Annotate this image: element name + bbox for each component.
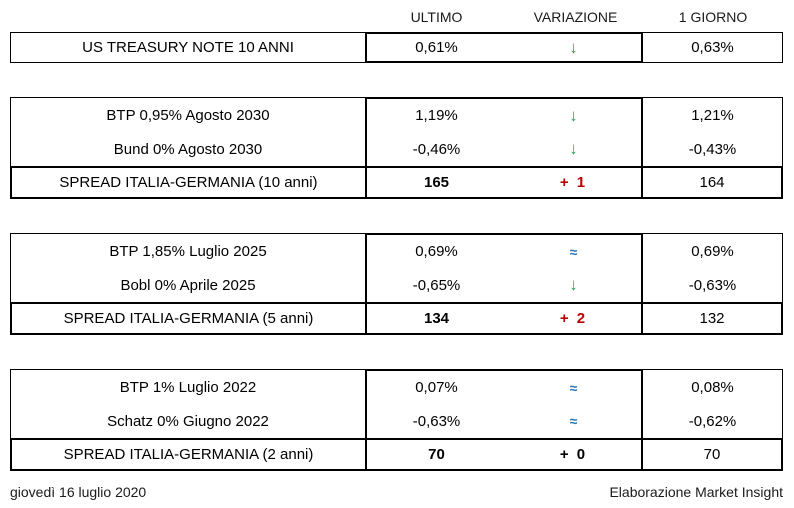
label-cell: BTP 1% Luglio 2022 Schatz 0% Giugno 2022 xyxy=(10,369,365,438)
row-label: Schatz 0% Giugno 2022 xyxy=(107,412,269,430)
header-giorno: 1 GIORNO xyxy=(678,9,748,25)
label-cell: BTP 1,85% Luglio 2025 Bobl 0% Aprile 2025 xyxy=(10,233,365,302)
spread-label-cell: SPREAD ITALIA-GERMANIA (5 anni) xyxy=(10,302,365,335)
values-box: 0,69% -0,65% ≈ ↓ xyxy=(365,233,643,302)
variation-down-icon: ↓ xyxy=(569,139,578,159)
spread-ultimo-value: 165 xyxy=(423,174,450,191)
variazione-column: ≈ ↓ xyxy=(506,235,641,302)
values-box: 1,19% -0,46% ↓ ↓ xyxy=(365,97,643,166)
variation-approx-icon: ≈ xyxy=(569,243,578,260)
values-box: 0,61% ↓ xyxy=(365,32,643,63)
ultimo-column: 1,19% -0,46% xyxy=(367,99,506,166)
label-cell: US TREASURY NOTE 10 ANNI xyxy=(10,32,365,63)
row-label: US TREASURY NOTE 10 ANNI xyxy=(82,39,294,56)
label-cell: BTP 0,95% Agosto 2030 Bund 0% Agosto 2030 xyxy=(10,97,365,166)
spread-label-cell: SPREAD ITALIA-GERMANIA (10 anni) xyxy=(10,166,365,199)
column-headers: ULTIMO VARIAZIONE 1 GIORNO xyxy=(10,8,783,26)
giorno-cell: 0,63% xyxy=(643,32,783,63)
variation-down-icon: ↓ xyxy=(569,37,578,57)
giorno-value: 0,63% xyxy=(691,39,734,56)
row-label: BTP 0,95% Agosto 2030 xyxy=(106,106,270,124)
spread-values-box: 165 + 1 xyxy=(365,166,643,199)
variation-down-icon: ↓ xyxy=(569,105,578,125)
spread-label: SPREAD ITALIA-GERMANIA (5 anni) xyxy=(63,310,314,327)
spread-giorno-value: 132 xyxy=(699,310,725,327)
spread-variation-value: + 0 xyxy=(559,446,588,463)
row-label: BTP 1,85% Luglio 2025 xyxy=(109,242,267,260)
spread-giorno-value: 70 xyxy=(703,446,721,463)
spread-giorno-cell: 70 xyxy=(643,438,783,471)
giorno-cell: 0,69% -0,63% xyxy=(643,233,783,302)
table-section: BTP 1,85% Luglio 2025 Bobl 0% Aprile 2025… xyxy=(10,233,783,335)
data-block: BTP 0,95% Agosto 2030 Bund 0% Agosto 2030… xyxy=(10,97,783,166)
header-variazione: VARIAZIONE xyxy=(533,9,618,25)
spread-ultimo-value: 134 xyxy=(423,310,450,327)
spread-values-box: 134 + 2 xyxy=(365,302,643,335)
giorno-value: -0,43% xyxy=(688,140,737,158)
ultimo-value: 0,61% xyxy=(415,39,458,56)
giorno-value: 0,69% xyxy=(691,242,734,260)
variation-approx-icon: ≈ xyxy=(569,379,578,396)
ultimo-value: -0,65% xyxy=(412,276,461,294)
ultimo-value: -0,46% xyxy=(412,140,461,158)
footer: giovedì 16 luglio 2020 Elaborazione Mark… xyxy=(10,484,783,500)
giorno-cell: 1,21% -0,43% xyxy=(643,97,783,166)
spread-label: SPREAD ITALIA-GERMANIA (10 anni) xyxy=(59,174,318,191)
spread-variazione-column: + 2 xyxy=(506,304,641,333)
spread-label: SPREAD ITALIA-GERMANIA (2 anni) xyxy=(63,446,314,463)
giorno-cell: 0,08% -0,62% xyxy=(643,369,783,438)
values-box: 0,07% -0,63% ≈ ≈ xyxy=(365,369,643,438)
spread-variation-value: + 2 xyxy=(559,310,588,327)
data-block: BTP 1,85% Luglio 2025 Bobl 0% Aprile 2025… xyxy=(10,233,783,302)
ultimo-column: 0,69% -0,65% xyxy=(367,235,506,302)
spread-values-box: 70 + 0 xyxy=(365,438,643,471)
spread-row: SPREAD ITALIA-GERMANIA (5 anni) 134 + 2 … xyxy=(10,302,783,335)
spread-giorno-cell: 164 xyxy=(643,166,783,199)
spread-variazione-column: + 1 xyxy=(506,168,641,197)
header-spacer xyxy=(10,8,365,26)
ultimo-value: 0,07% xyxy=(415,379,458,397)
giorno-value: -0,63% xyxy=(688,276,737,294)
giorno-value: 0,08% xyxy=(691,378,734,396)
spread-row: SPREAD ITALIA-GERMANIA (2 anni) 70 + 0 7… xyxy=(10,438,783,471)
header-ultimo: ULTIMO xyxy=(410,9,463,25)
spread-ultimo-column: 134 xyxy=(367,304,506,333)
table-section: BTP 1% Luglio 2022 Schatz 0% Giugno 2022 … xyxy=(10,369,783,471)
table-section: BTP 0,95% Agosto 2030 Bund 0% Agosto 2030… xyxy=(10,97,783,199)
ultimo-column: 0,07% -0,63% xyxy=(367,371,506,438)
data-block: US TREASURY NOTE 10 ANNI 0,61% ↓ 0,63% xyxy=(10,32,783,63)
variazione-column: ↓ ↓ xyxy=(506,99,641,166)
spread-variation-value: + 1 xyxy=(559,174,588,191)
row-label: Bobl 0% Aprile 2025 xyxy=(120,276,256,294)
report-date: giovedì 16 luglio 2020 xyxy=(10,484,147,500)
variazione-column: ≈ ≈ xyxy=(506,371,641,438)
spread-variazione-column: + 0 xyxy=(506,440,641,469)
data-block: BTP 1% Luglio 2022 Schatz 0% Giugno 2022 … xyxy=(10,369,783,438)
sections: US TREASURY NOTE 10 ANNI 0,61% ↓ 0,63% B… xyxy=(10,32,783,471)
spread-ultimo-column: 70 xyxy=(367,440,506,469)
spread-giorno-value: 164 xyxy=(699,174,725,191)
table-section: US TREASURY NOTE 10 ANNI 0,61% ↓ 0,63% xyxy=(10,32,783,63)
variation-down-icon: ↓ xyxy=(569,275,578,295)
spread-row: SPREAD ITALIA-GERMANIA (10 anni) 165 + 1… xyxy=(10,166,783,199)
giorno-value: -0,62% xyxy=(688,412,737,430)
spread-giorno-cell: 132 xyxy=(643,302,783,335)
row-label: Bund 0% Agosto 2030 xyxy=(113,140,263,158)
spread-label-cell: SPREAD ITALIA-GERMANIA (2 anni) xyxy=(10,438,365,471)
spread-ultimo-value: 70 xyxy=(428,446,445,463)
ultimo-value: -0,63% xyxy=(412,412,461,430)
ultimo-value: 0,69% xyxy=(415,243,458,261)
giorno-value: 1,21% xyxy=(691,106,734,124)
ultimo-value: 1,19% xyxy=(415,107,458,125)
variation-approx-icon: ≈ xyxy=(569,413,578,430)
report-credit: Elaborazione Market Insight xyxy=(609,484,783,500)
spread-ultimo-column: 165 xyxy=(367,168,506,197)
ultimo-column: 0,61% xyxy=(367,34,506,61)
row-label: BTP 1% Luglio 2022 xyxy=(119,378,257,396)
variazione-column: ↓ xyxy=(506,34,641,61)
